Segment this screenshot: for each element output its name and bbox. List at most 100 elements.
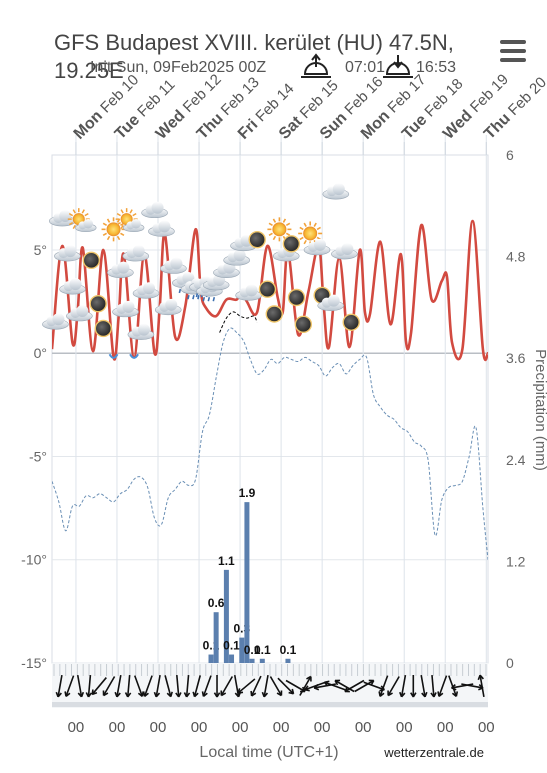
wind-arrow-shaft bbox=[76, 675, 83, 697]
cloud-part bbox=[341, 243, 354, 256]
cloud-part bbox=[245, 284, 258, 297]
sunrise-icon bbox=[301, 53, 331, 78]
precip-bar bbox=[285, 658, 291, 663]
sunset-icon bbox=[383, 55, 413, 78]
wind-arrow-icon bbox=[477, 674, 485, 697]
wind-arrow-head bbox=[183, 692, 191, 698]
cloud-part bbox=[182, 271, 195, 284]
chart-footer: Local time (UTC+1) wetterzentrale.de bbox=[199, 744, 484, 761]
wind-arrow-shaft bbox=[237, 678, 256, 694]
wind-arrow-shaft bbox=[263, 675, 269, 697]
cloud-part bbox=[132, 245, 145, 258]
precip-bar bbox=[249, 658, 255, 663]
cloud-icon bbox=[127, 323, 155, 340]
precip-value-label: 1.9 bbox=[239, 486, 256, 500]
wind-arrow-head bbox=[124, 692, 132, 698]
wind-arrow-icon bbox=[153, 675, 161, 698]
axis-labels-layer: 5° 0° -5° -10° -15° 6 4.8 3.6 2.4 1.2 0 Precipitati… bbox=[21, 71, 547, 736]
wind-arrow-icon bbox=[213, 675, 221, 698]
time-tick-label: 00 bbox=[396, 719, 413, 736]
sun-ray bbox=[285, 232, 291, 237]
wind-arrow-shaft bbox=[420, 675, 426, 697]
sun-ray bbox=[116, 221, 121, 226]
cloud-icon bbox=[42, 313, 69, 330]
wind-arrow-head bbox=[304, 685, 310, 692]
cloud-part bbox=[332, 183, 345, 196]
cloud-icon bbox=[317, 294, 344, 311]
wind-arrow-shaft bbox=[461, 683, 484, 689]
wind-arrow-head bbox=[323, 680, 330, 687]
moon-disc bbox=[248, 230, 266, 249]
wind-arrow-head bbox=[334, 679, 341, 686]
wind-arrow-head bbox=[368, 679, 375, 686]
precip-value-label: 0.6 bbox=[208, 596, 225, 610]
precip-tick-label: 2.4 bbox=[506, 452, 526, 468]
cloud-part bbox=[59, 210, 72, 223]
sun-ray bbox=[102, 232, 108, 237]
wind-arrow-head bbox=[175, 692, 182, 698]
wind-arrow-icon bbox=[399, 675, 407, 698]
moon-icon bbox=[89, 294, 107, 313]
wind-arrow-icon bbox=[142, 675, 153, 697]
precip-value-label: 0.1 bbox=[244, 643, 261, 657]
wind-arrow-shaft bbox=[277, 677, 295, 695]
moon-disc bbox=[89, 294, 107, 313]
wind-arrow-shaft bbox=[176, 674, 180, 698]
wind-arrow-shaft bbox=[285, 679, 306, 693]
wind-arrow-shaft bbox=[164, 675, 172, 697]
sun-ray bbox=[81, 209, 85, 214]
hamburger-menu-icon[interactable] bbox=[500, 40, 526, 62]
sun-ray bbox=[285, 222, 291, 227]
moon-disc bbox=[294, 315, 313, 334]
wind-arrow-shaft bbox=[126, 674, 131, 698]
cloud-icon bbox=[132, 282, 160, 299]
wind-arrow-shaft bbox=[102, 676, 116, 696]
cloud-icon bbox=[59, 278, 86, 295]
wind-arrow-shaft bbox=[65, 675, 75, 697]
precip-bar bbox=[223, 569, 229, 663]
wind-arrow-shaft bbox=[363, 681, 385, 691]
temp-tick-label: 0° bbox=[34, 345, 47, 361]
wind-arrow-head bbox=[201, 691, 208, 697]
wind-arrow-shaft bbox=[387, 676, 400, 696]
subzero-segment bbox=[129, 353, 139, 359]
cloud-icon bbox=[148, 220, 175, 237]
wind-arrow-icon bbox=[237, 678, 256, 694]
cloud-icon bbox=[223, 249, 250, 266]
cloud-part bbox=[83, 218, 93, 229]
rain-drop bbox=[195, 292, 199, 298]
cloud-part bbox=[143, 282, 156, 295]
cloud-part bbox=[137, 323, 150, 336]
wind-arrow-icon bbox=[102, 676, 116, 697]
precip-bar bbox=[208, 654, 214, 663]
cloud-icon bbox=[112, 300, 139, 318]
moon-disc bbox=[287, 288, 306, 307]
sun-ray bbox=[116, 212, 121, 217]
wind-arrow-icon bbox=[183, 674, 191, 698]
wind-arrow-shaft bbox=[202, 675, 212, 697]
moon-icon bbox=[265, 305, 283, 323]
sun-disc bbox=[303, 226, 318, 241]
precip-bar bbox=[213, 612, 219, 663]
wind-arrow-head bbox=[477, 674, 484, 681]
sun-ray bbox=[268, 232, 273, 237]
series-line-temperature bbox=[52, 219, 488, 362]
moon-icon bbox=[282, 235, 301, 253]
wind-arrow-shaft bbox=[354, 679, 375, 693]
precip-value-label: 0.1 bbox=[254, 643, 271, 657]
wind-arrow-head bbox=[437, 691, 444, 697]
wind-arrow-head bbox=[55, 691, 62, 698]
wind-arrow-head bbox=[166, 691, 173, 698]
time-tick-label: 00 bbox=[150, 719, 167, 736]
wind-arrow-head bbox=[451, 691, 459, 697]
wind-arrow-shaft bbox=[324, 681, 346, 691]
time-tick-label: 00 bbox=[191, 719, 208, 736]
precip-tick-label: 3.6 bbox=[506, 350, 526, 366]
wind-arrow-head bbox=[378, 691, 385, 697]
wind-arrow-icon bbox=[378, 675, 389, 697]
sun-ray bbox=[68, 221, 74, 226]
wind-arrow-head bbox=[153, 691, 161, 698]
rain-drop bbox=[207, 297, 211, 302]
wind-arrow-shaft bbox=[57, 675, 63, 697]
